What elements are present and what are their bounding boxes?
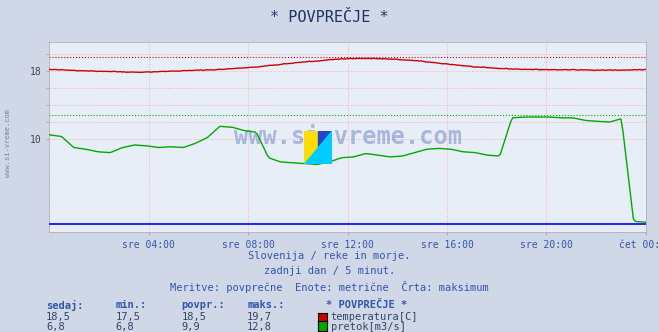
- Text: maks.:: maks.:: [247, 300, 285, 310]
- Text: zadnji dan / 5 minut.: zadnji dan / 5 minut.: [264, 266, 395, 276]
- Text: povpr.:: povpr.:: [181, 300, 225, 310]
- Text: 18,5: 18,5: [181, 312, 206, 322]
- Text: 6,8: 6,8: [115, 322, 134, 332]
- Bar: [304, 131, 318, 164]
- Text: * POVPREČJE *: * POVPREČJE *: [326, 300, 407, 310]
- Text: Slovenija / reke in morje.: Slovenija / reke in morje.: [248, 251, 411, 261]
- Text: www.si-vreme.com: www.si-vreme.com: [234, 125, 461, 149]
- Text: www.si-vreme.com: www.si-vreme.com: [5, 109, 11, 177]
- Text: 18,5: 18,5: [46, 312, 71, 322]
- Text: 6,8: 6,8: [46, 322, 65, 332]
- Polygon shape: [304, 131, 332, 164]
- Text: 12,8: 12,8: [247, 322, 272, 332]
- Text: * POVPREČJE *: * POVPREČJE *: [270, 10, 389, 25]
- Text: 19,7: 19,7: [247, 312, 272, 322]
- Text: Meritve: povprečne  Enote: metrične  Črta: maksimum: Meritve: povprečne Enote: metrične Črta:…: [170, 281, 489, 292]
- Text: min.:: min.:: [115, 300, 146, 310]
- Text: temperatura[C]: temperatura[C]: [331, 312, 418, 322]
- Text: pretok[m3/s]: pretok[m3/s]: [331, 322, 406, 332]
- Bar: [318, 131, 332, 164]
- Text: sedaj:: sedaj:: [46, 300, 84, 311]
- Text: 17,5: 17,5: [115, 312, 140, 322]
- Text: 9,9: 9,9: [181, 322, 200, 332]
